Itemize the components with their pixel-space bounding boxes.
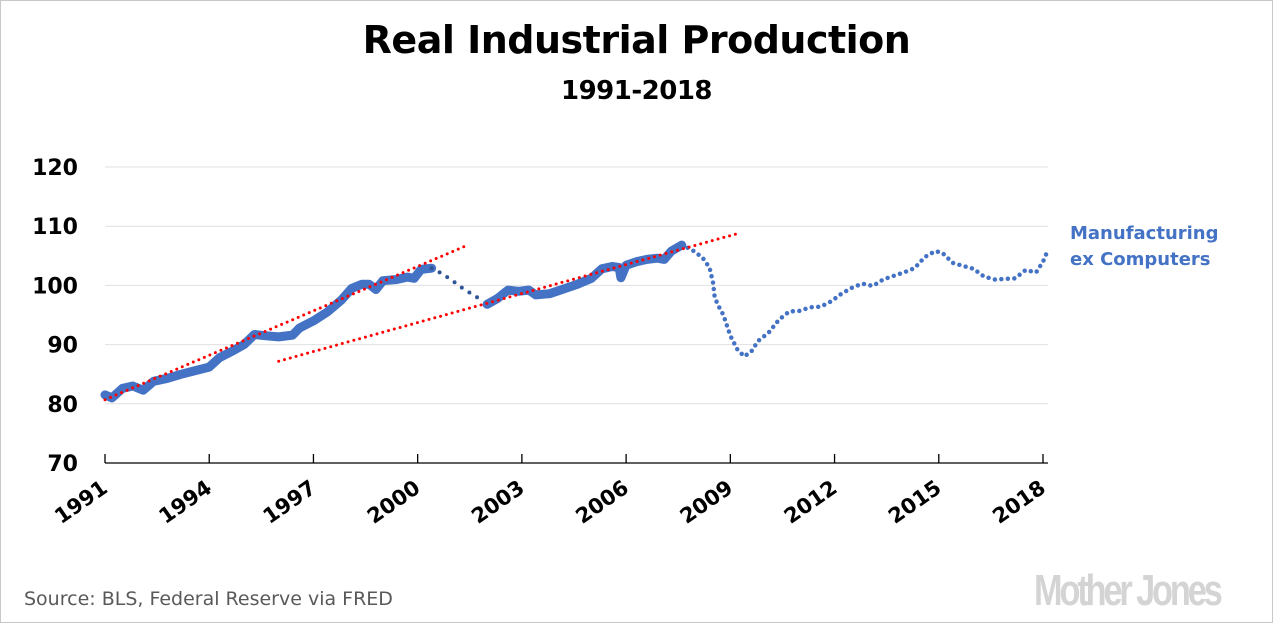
- y-tick-label: 110: [32, 215, 78, 240]
- series-line-gap-dotted: [429, 266, 486, 304]
- x-tick-label: 1997: [259, 475, 321, 528]
- y-tick-label: 90: [47, 334, 78, 359]
- series-line-dotted: [679, 242, 1049, 359]
- x-tick-label: 2012: [780, 475, 842, 528]
- series-label-line-2: ex Computers: [1070, 249, 1211, 270]
- x-tick-label: 2018: [988, 475, 1050, 528]
- series-line-solid: [482, 240, 687, 309]
- series-line-solid: [100, 263, 437, 403]
- publisher-logo: Mother Jones: [1034, 566, 1223, 615]
- x-tick-label: 2003: [467, 475, 529, 528]
- x-tick-label: 2000: [363, 475, 425, 528]
- chart-title: Real Industrial Production: [362, 18, 911, 62]
- y-axis-ticks: 70 80 90 100 110 120: [32, 156, 78, 477]
- series-lines: [100, 231, 1049, 403]
- x-tick-label: 2009: [676, 475, 738, 528]
- series-label: Manufacturing ex Computers: [1070, 221, 1219, 273]
- x-axis: 1991 1994 1997 2000 2003 2006 2009 2012 2015 2018: [50, 454, 1050, 529]
- y-tick-label: 80: [47, 393, 78, 418]
- x-tick-label: 1991: [50, 475, 112, 528]
- trendline: [277, 231, 743, 363]
- series-label-line-1: Manufacturing: [1070, 223, 1219, 244]
- trendline: [103, 244, 468, 402]
- x-tick-label: 2015: [884, 475, 946, 528]
- y-tick-label: 120: [32, 156, 78, 181]
- x-tick-label: 2006: [571, 475, 633, 528]
- y-tick-label: 100: [32, 274, 78, 299]
- y-tick-label: 70: [47, 452, 78, 477]
- x-tick-label: 1994: [154, 475, 216, 528]
- chart-subtitle: 1991-2018: [560, 76, 713, 106]
- source-note: Source: BLS, Federal Reserve via FRED: [24, 588, 393, 610]
